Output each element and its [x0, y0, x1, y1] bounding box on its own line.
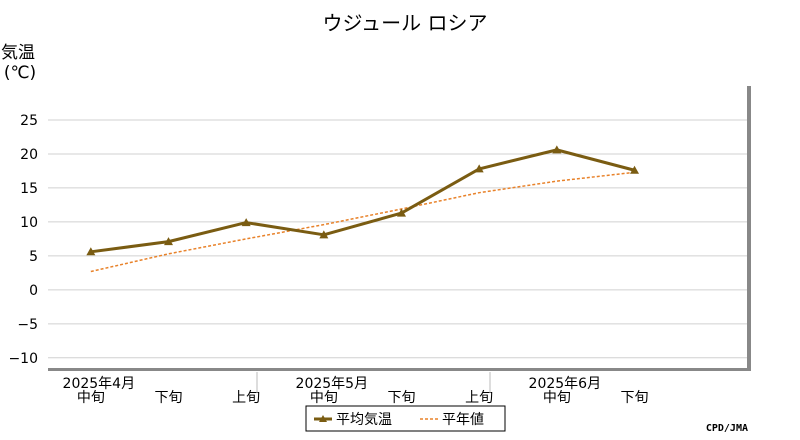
y-axis-label-main: 気温 [1, 43, 35, 63]
series-line-normal [90, 171, 635, 273]
data-point-mean [164, 237, 173, 246]
data-point-mean [474, 164, 484, 173]
data-credit: CPD/JMA [706, 423, 748, 434]
data-point-mean [241, 218, 251, 227]
data-point-mean [319, 230, 329, 239]
data-point-mean [397, 208, 406, 217]
plot-area [48, 86, 751, 371]
data-point-mean [86, 247, 96, 256]
y-tick-label: 10 [20, 215, 38, 231]
x-tick-label: 中旬 [77, 390, 105, 406]
legend: 平均気温 平年値 [305, 405, 506, 432]
chart-title: ウジュール ロシア [323, 11, 488, 35]
legend-marker-mean [319, 415, 327, 422]
series-layer [86, 145, 639, 273]
grid-lines [48, 119, 747, 359]
data-point-mean [552, 145, 562, 154]
month-label: 2025年4月 [63, 376, 136, 392]
y-tick-label: 5 [29, 249, 38, 265]
legend-label-mean: 平均気温 [336, 412, 392, 428]
x-tick-label: 上旬 [465, 390, 493, 406]
y-axis-label-unit: (℃) [4, 63, 36, 83]
x-tick-label: 中旬 [310, 390, 338, 406]
x-axis-labels: 中旬 下旬 上旬 中旬 下旬 上旬 中旬 下旬 2025年4月 2025年5月 2025年6月 [63, 372, 649, 406]
x-tick-label: 下旬 [155, 390, 183, 406]
y-tick-label: 20 [20, 147, 38, 163]
month-label: 2025年5月 [296, 376, 369, 392]
x-tick-label: 中旬 [543, 390, 571, 406]
x-tick-label: 下旬 [621, 390, 649, 406]
y-tick-label: 15 [20, 181, 38, 197]
data-point-mean [630, 165, 639, 174]
month-label: 2025年6月 [529, 376, 602, 392]
x-tick-label: 上旬 [232, 390, 260, 406]
series-line-mean [90, 148, 635, 254]
plot-background [48, 86, 747, 368]
y-axis-ticks: 25 20 15 10 5 0 −5 −10 [8, 113, 38, 367]
y-tick-label: −10 [8, 351, 38, 367]
legend-label-normal: 平年値 [442, 412, 484, 428]
x-tick-label: 下旬 [388, 390, 416, 406]
y-tick-label: 0 [29, 283, 38, 299]
legend-box [305, 405, 506, 432]
y-tick-label: 25 [20, 113, 38, 129]
y-tick-label: −5 [17, 317, 38, 333]
